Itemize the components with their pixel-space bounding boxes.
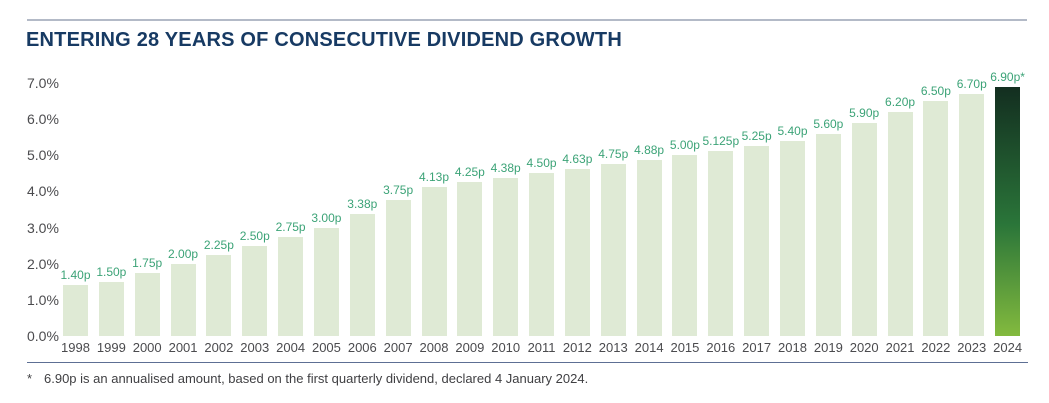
bar-value-label: 3.75p — [383, 183, 414, 198]
dividend-bar — [457, 182, 483, 336]
top-divider — [27, 19, 1027, 21]
y-tick-label: 4.0% — [27, 183, 59, 200]
bar-value-label: 1.75p — [132, 255, 163, 270]
chart-title: ENTERING 28 YEARS OF CONSECUTIVE DIVIDEN… — [26, 29, 622, 51]
bar-value-label: 5.90p — [849, 105, 880, 120]
x-tick-label: 2006 — [347, 340, 377, 355]
dividend-bar — [313, 227, 339, 336]
y-tick-label: 1.0% — [27, 291, 59, 308]
y-tick-label: 0.0% — [27, 328, 59, 344]
x-tick-label: 2010 — [491, 340, 521, 355]
y-tick-label: 5.0% — [27, 147, 59, 164]
x-tick-label: 1998 — [61, 340, 90, 355]
x-tick-label: 2019 — [813, 340, 843, 355]
dividend-bar — [134, 272, 160, 336]
y-tick-label: 3.0% — [27, 219, 59, 236]
bar-value-label: 5.25p — [741, 129, 772, 144]
x-tick-label: 2014 — [634, 340, 664, 355]
y-tick-label: 6.0% — [27, 111, 59, 128]
bar-value-label: 6.70p — [956, 76, 987, 91]
dividend-bar — [851, 122, 877, 336]
dividend-bar — [349, 213, 375, 336]
dividend-bar — [708, 150, 734, 336]
dividend-bar — [529, 173, 555, 336]
dividend-bar — [278, 236, 304, 336]
x-tick-label: 2008 — [419, 340, 449, 355]
bar-value-label: 2.50p — [239, 228, 270, 243]
bar-value-label: 4.13p — [418, 169, 450, 184]
dividend-bar — [672, 155, 698, 336]
x-tick-label: 2004 — [276, 340, 306, 355]
x-tick-label: 2018 — [778, 340, 807, 355]
dividend-bar — [600, 164, 626, 336]
x-tick-label: 2015 — [670, 340, 700, 355]
dividend-bar — [995, 86, 1021, 336]
x-tick-label: 2021 — [885, 340, 915, 355]
bar-value-label: 4.75p — [598, 147, 629, 162]
footnote: * 6.90p is an annualised amount, based on… — [27, 371, 588, 386]
x-tick-label: 2023 — [957, 340, 987, 355]
bar-value-label: 3.00p — [311, 210, 342, 225]
bar-value-label: 4.88p — [634, 142, 665, 157]
dividend-bar — [636, 159, 662, 336]
dividend-bar — [493, 177, 519, 336]
bar-value-label: 6.50p — [920, 84, 951, 99]
x-tick-label: 2003 — [240, 340, 270, 355]
dividend-bar — [170, 263, 196, 336]
x-tick-label: 2016 — [706, 340, 736, 355]
x-tick-label: 2001 — [168, 340, 198, 355]
bar-value-label: 2.25p — [203, 237, 234, 252]
dividend-bar — [780, 140, 805, 336]
x-tick-label: 2011 — [527, 340, 556, 355]
x-tick-label: 2005 — [311, 340, 341, 355]
bar-value-label: 5.40p — [777, 123, 808, 138]
bar-value-label: 6.90p* — [990, 69, 1025, 84]
x-tick-label: 2007 — [383, 340, 413, 355]
dividend-bar — [421, 186, 447, 336]
bar-value-label: 2.75p — [275, 219, 306, 234]
dividend-bar — [959, 93, 985, 336]
x-tick-label: 2020 — [849, 340, 879, 355]
x-tick-label: 2002 — [204, 340, 234, 355]
bar-value-label: 2.00p — [168, 246, 199, 261]
dividend-bar — [385, 200, 411, 336]
footnote-text: 6.90p is an annualised amount, based on … — [44, 371, 589, 386]
bar-value-label: 4.50p — [526, 156, 557, 171]
bottom-divider — [27, 362, 1028, 363]
x-tick-label: 2024 — [993, 340, 1023, 355]
bar-value-label: 5.125p — [702, 133, 740, 148]
dividend-bar — [63, 285, 88, 336]
dividend-bar — [887, 111, 913, 336]
dividend-bar — [242, 245, 268, 336]
x-tick-label: 2009 — [455, 340, 485, 355]
footnote-asterisk: * — [27, 371, 33, 386]
bar-value-label: 5.00p — [669, 138, 700, 153]
dividend-bar — [206, 254, 232, 336]
x-tick-label: 2017 — [742, 340, 772, 355]
dividend-bar — [98, 281, 124, 336]
bar-value-label: 4.63p — [562, 151, 593, 166]
dividend-bar — [923, 101, 949, 336]
dividend-bar — [744, 146, 770, 336]
dividend-bar — [815, 133, 841, 336]
bar-value-label: 4.25p — [454, 165, 485, 180]
bar-value-label: 1.40p — [60, 268, 91, 283]
y-tick-label: 2.0% — [27, 255, 59, 272]
bar-value-label: 4.38p — [490, 160, 521, 175]
bar-value-label: 3.38p — [347, 196, 378, 211]
bar-value-label: 6.20p — [885, 94, 916, 109]
x-tick-label: 2012 — [562, 340, 592, 355]
bar-value-label: 5.60p — [813, 116, 844, 131]
x-tick-label: 2013 — [598, 340, 628, 355]
dividend-bar — [564, 168, 590, 336]
x-tick-label: 1999 — [96, 340, 126, 355]
bar-value-label: 1.50p — [96, 264, 127, 279]
x-tick-label: 2022 — [921, 340, 951, 355]
x-tick-label: 2000 — [132, 340, 162, 355]
y-tick-label: 7.0% — [27, 75, 59, 92]
